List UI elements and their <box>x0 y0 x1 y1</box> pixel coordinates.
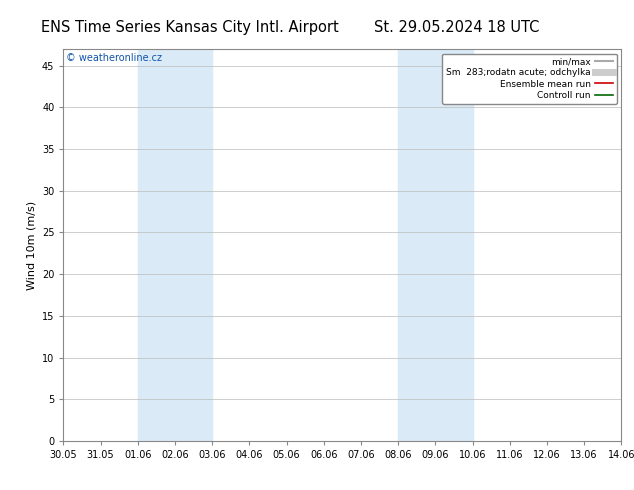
Text: © weatheronline.cz: © weatheronline.cz <box>66 53 162 63</box>
Bar <box>138 49 212 441</box>
Bar <box>398 49 472 441</box>
Legend: min/max, Sm  283;rodatn acute; odchylka, Ensemble mean run, Controll run: min/max, Sm 283;rodatn acute; odchylka, … <box>443 53 617 103</box>
Y-axis label: Wind 10m (m/s): Wind 10m (m/s) <box>27 200 36 290</box>
Text: ENS Time Series Kansas City Intl. Airport: ENS Time Series Kansas City Intl. Airpor… <box>41 20 339 35</box>
Text: St. 29.05.2024 18 UTC: St. 29.05.2024 18 UTC <box>374 20 539 35</box>
